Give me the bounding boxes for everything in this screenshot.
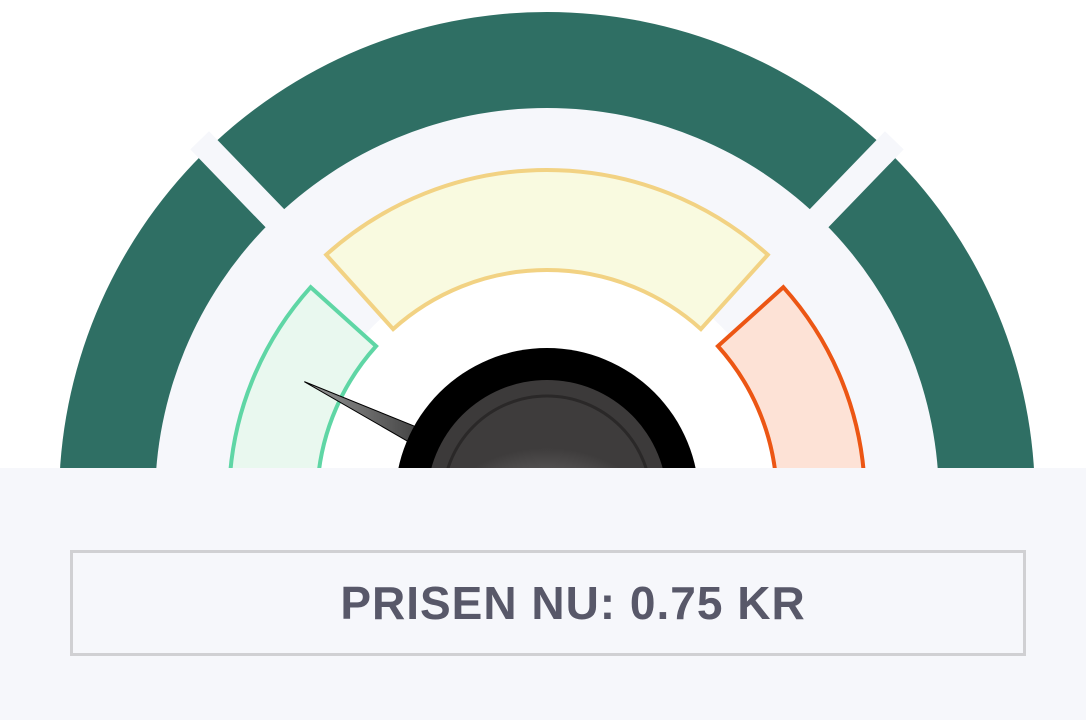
price-readout: PRISEN NU: 0.75 KR <box>290 576 805 630</box>
zone-low <box>228 284 379 483</box>
price-readout-box: PRISEN NU: 0.75 KR <box>70 550 1026 656</box>
zone-medium <box>323 168 771 332</box>
gauge-separator <box>190 131 293 236</box>
price-unit: KR <box>737 577 806 629</box>
price-value: 0.75 <box>629 577 724 629</box>
gauge-separator <box>801 131 904 236</box>
price-label: PRISEN NU: <box>340 577 617 629</box>
